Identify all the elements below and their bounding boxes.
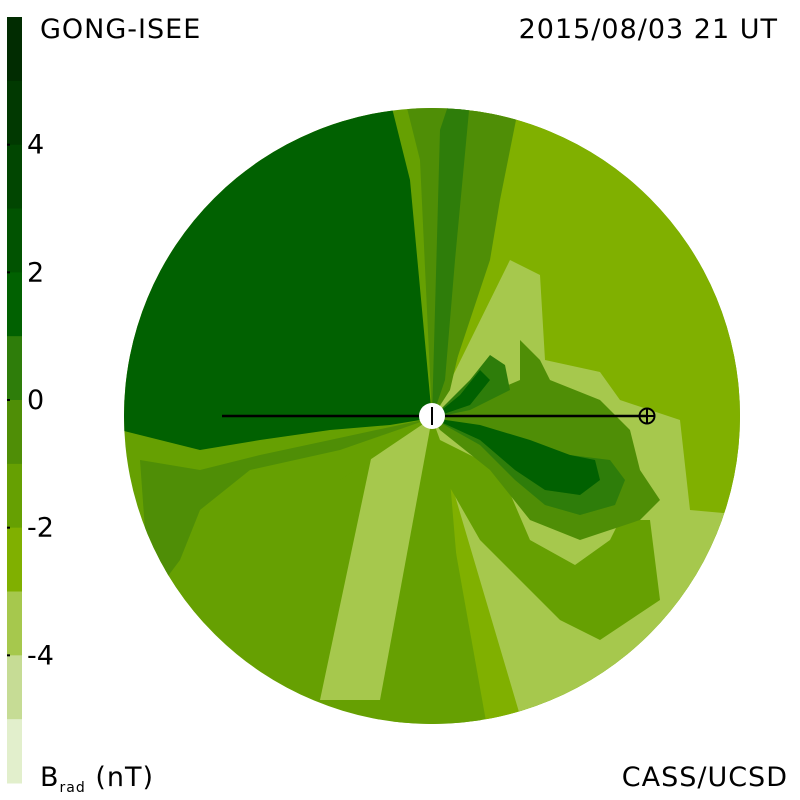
colorbar-tick-label-4: -4	[27, 640, 54, 671]
field-region-7	[140, 418, 432, 600]
credit-label: CASS/UCSD	[621, 762, 788, 793]
colorbar-level-4	[7, 272, 22, 337]
datetime-label: 2015/08/03 21 UT	[518, 14, 778, 45]
field-region-13	[432, 418, 600, 495]
field-region-1	[320, 418, 432, 700]
field-region-15	[124, 108, 432, 450]
colorbar-tick-label-0: 4	[27, 130, 44, 161]
colorbar-level-5	[7, 336, 22, 401]
quantity-subscript: rad	[59, 780, 86, 796]
earth-icon	[638, 407, 656, 425]
colorbar-level-2	[7, 144, 22, 209]
colorbar-level-8	[7, 527, 22, 592]
colorbar-level-11	[7, 719, 22, 784]
colorbar-level-10	[7, 655, 22, 720]
field-region-14	[432, 370, 490, 418]
colorbar-level-0	[7, 17, 22, 82]
field-region-3	[432, 418, 660, 640]
unit-label: (nT)	[95, 762, 155, 793]
colorbar-level-3	[7, 208, 22, 273]
colorbar-level-1	[7, 80, 22, 146]
colorbar-level-7	[7, 463, 22, 529]
colorbar-tick-label-1: 2	[27, 257, 44, 288]
field-region-4	[383, 418, 495, 724]
source-label: GONG-ISEE	[40, 14, 202, 45]
quantity-symbol: B	[40, 762, 60, 793]
field-region-12	[432, 108, 470, 418]
colorbar-tick-label-3: -2	[27, 513, 54, 544]
colorbar-tick-label-2: 0	[27, 385, 44, 416]
colorbar-level-9	[7, 591, 22, 656]
colorbar-level-6	[7, 400, 22, 465]
colorbar-label: Brad (nT)	[40, 762, 154, 796]
